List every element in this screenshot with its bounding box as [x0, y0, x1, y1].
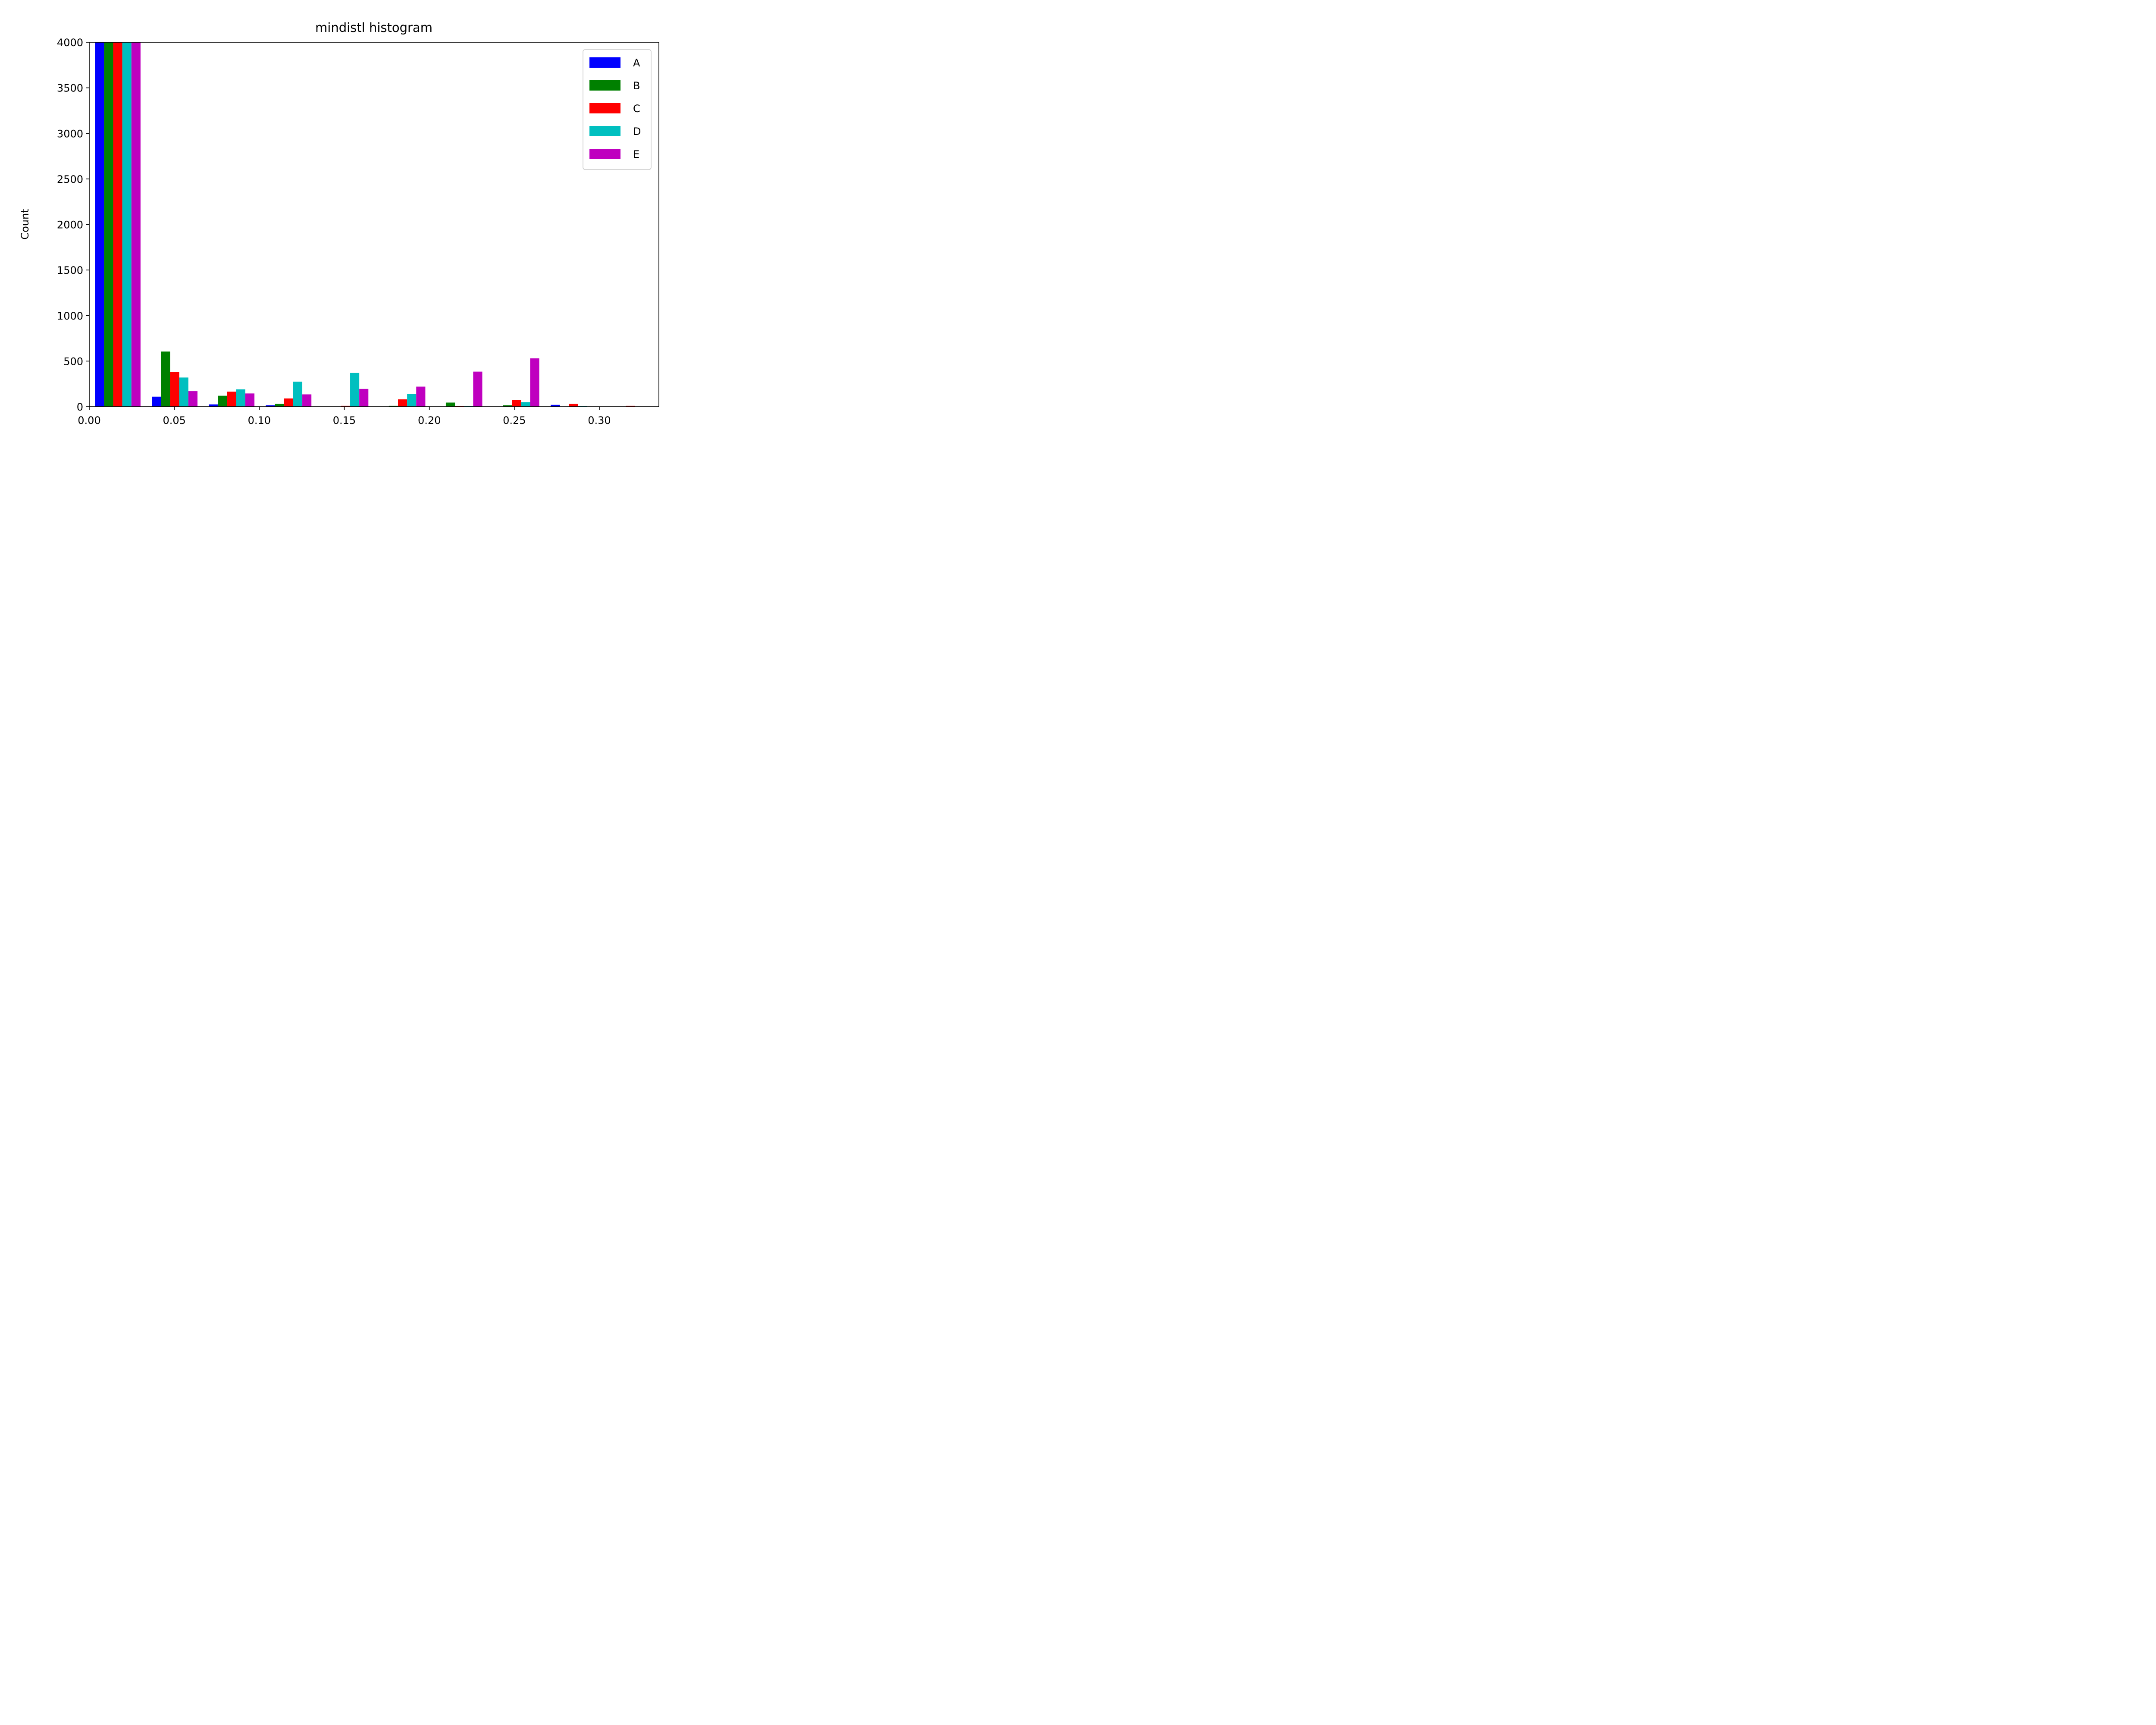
y-tick-label: 1000: [57, 310, 83, 322]
bar-d-bin-4: [350, 373, 360, 407]
legend-swatch-b: [589, 80, 620, 91]
y-tick-label: 500: [63, 355, 83, 367]
legend-label-c: C: [633, 103, 640, 115]
x-tick-label: 0.25: [503, 414, 526, 427]
bar-c-bin-4: [341, 405, 351, 407]
bar-d-bin-3: [293, 381, 303, 407]
legend-label-e: E: [633, 148, 639, 160]
x-tick-label: 0.30: [588, 414, 611, 427]
legend-label-d: D: [633, 125, 641, 138]
bar-a-bin-1: [152, 396, 161, 407]
y-tick-label: 1500: [57, 264, 83, 276]
y-tick-label: 2500: [57, 173, 83, 185]
chart-title: mindistl histogram: [315, 20, 432, 35]
bar-d-bin-1: [179, 377, 188, 407]
bar-b-bin-7: [503, 405, 512, 407]
legend-swatch-c: [589, 103, 620, 113]
bar-e-bin-3: [302, 394, 312, 407]
bar-c-bin-9: [626, 405, 635, 407]
y-tick-label: 3000: [57, 128, 83, 140]
x-tick-label: 0.20: [418, 414, 441, 427]
bar-c-bin-5: [398, 399, 407, 407]
y-tick-label: 2000: [57, 219, 83, 231]
bar-e-bin-6: [473, 371, 483, 407]
bar-b-bin-2: [218, 395, 227, 407]
bar-d-bin-7: [521, 402, 530, 407]
bar-c-bin-0: [113, 42, 122, 407]
legend-label-a: A: [633, 57, 640, 69]
legend-swatch-d: [589, 126, 620, 136]
x-tick-label: 0.15: [333, 414, 356, 427]
bar-b-bin-5: [389, 405, 398, 407]
plot-frame: [89, 42, 659, 407]
y-axis-label: Count: [19, 209, 31, 239]
bar-d-bin-5: [407, 394, 417, 407]
bar-b-bin-0: [104, 42, 113, 407]
bar-a-bin-3: [266, 405, 275, 407]
bar-e-bin-0: [131, 42, 141, 407]
bar-c-bin-2: [227, 392, 236, 407]
bar-b-bin-1: [161, 351, 170, 407]
y-tick-label: 4000: [57, 37, 83, 49]
bar-e-bin-4: [359, 389, 369, 407]
bar-c-bin-1: [170, 372, 179, 407]
bar-a-bin-8: [551, 405, 560, 407]
y-tick-label: 0: [77, 401, 83, 413]
bar-b-bin-6: [445, 402, 455, 407]
bar-e-bin-7: [530, 358, 539, 407]
bar-c-bin-7: [512, 400, 521, 407]
legend-label-b: B: [633, 80, 640, 92]
histogram-chart: mindistl histogram 0.00 0.05 0.10 0.15 0.20 0…: [19, 20, 659, 427]
x-tick-label: 0.10: [248, 414, 271, 427]
bar-a-bin-2: [209, 404, 218, 407]
bar-d-bin-0: [122, 42, 132, 407]
x-tick-label: 0.05: [163, 414, 185, 427]
bar-d-bin-2: [236, 389, 245, 407]
bar-e-bin-2: [245, 393, 255, 407]
legend-swatch-e: [589, 149, 620, 159]
x-tick-label: 0.00: [78, 414, 100, 427]
bars-group: [95, 42, 635, 407]
y-axis-ticks: 0 500 1000 1500 2000 2500 3000 3500 4000: [57, 37, 89, 413]
bar-e-bin-1: [188, 391, 197, 407]
bar-b-bin-3: [275, 404, 284, 407]
legend-swatch-a: [589, 57, 620, 68]
bar-a-bin-0: [95, 42, 104, 407]
bar-c-bin-8: [569, 404, 578, 407]
bar-e-bin-5: [416, 386, 426, 407]
x-axis-ticks: 0.00 0.05 0.10 0.15 0.20 0.25 0.30: [78, 407, 611, 427]
y-tick-label: 3500: [57, 82, 83, 94]
bar-c-bin-3: [284, 398, 293, 407]
